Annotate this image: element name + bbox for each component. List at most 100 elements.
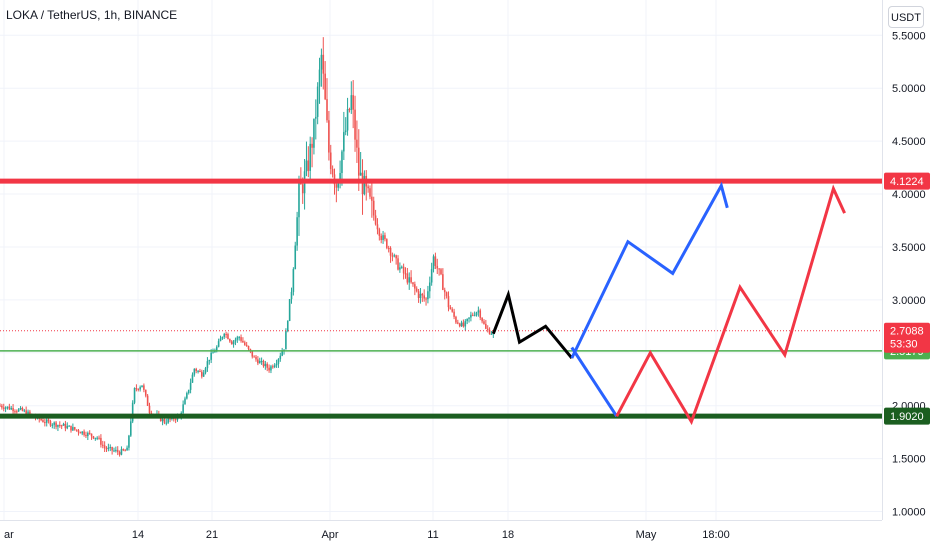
- candle-body: [124, 450, 126, 452]
- candle-body: [311, 143, 313, 148]
- candle-body: [115, 449, 117, 451]
- candle-body: [215, 346, 218, 352]
- candle-body: [318, 69, 321, 87]
- candle-body: [240, 337, 242, 341]
- candle-body: [64, 423, 67, 429]
- candle-body: [322, 54, 325, 74]
- candle-body: [369, 188, 371, 197]
- price-tick-label: 1.0000: [892, 507, 926, 519]
- candle-body: [229, 339, 231, 342]
- candle-body: [96, 437, 98, 439]
- candle-body: [309, 143, 311, 171]
- path_red-projection[interactable]: [615, 184, 846, 426]
- candle-body: [371, 196, 373, 201]
- candle-body: [98, 437, 100, 439]
- candle-body: [447, 296, 450, 308]
- time-tick-label: 18:00: [702, 529, 730, 541]
- candle-body: [81, 431, 84, 434]
- tradingview-logo-icon[interactable]: [882, 530, 896, 542]
- candle-body: [442, 274, 444, 290]
- candle-body: [214, 351, 216, 353]
- candle-body: [397, 258, 399, 270]
- candle-body: [253, 356, 255, 358]
- candle-body: [443, 289, 446, 293]
- path_black-projection[interactable]: [491, 289, 573, 360]
- candle-body: [294, 245, 297, 270]
- candle-body: [473, 315, 476, 317]
- time-tick-label: 18: [502, 529, 514, 541]
- candle-body: [313, 118, 315, 148]
- candle-body: [479, 310, 482, 318]
- candle-body: [430, 269, 433, 283]
- candle-body: [391, 255, 394, 257]
- candle-body: [219, 338, 222, 342]
- candle-body: [457, 322, 459, 324]
- candle-body: [148, 405, 151, 413]
- candle-body: [477, 310, 480, 313]
- candle-body: [242, 340, 244, 343]
- candle-body: [272, 366, 274, 368]
- candle-body: [206, 361, 209, 369]
- candle-body: [217, 341, 220, 347]
- candle-body: [72, 427, 74, 431]
- candle-body: [120, 449, 123, 455]
- candle-body: [301, 184, 304, 194]
- candle-body: [197, 370, 199, 372]
- candle-body: [42, 420, 44, 423]
- candle-body: [230, 341, 233, 345]
- candle-body: [40, 418, 42, 421]
- candle-body: [113, 450, 115, 452]
- candle-body: [88, 432, 91, 434]
- time-axis[interactable]: ar 14 21 Apr 11 18 May 18:00: [0, 520, 882, 542]
- candle-body: [402, 266, 405, 274]
- candle-body: [186, 393, 188, 399]
- candle-body: [393, 255, 396, 257]
- candle-body: [352, 95, 354, 110]
- path_blue-projection[interactable]: [570, 181, 729, 359]
- candle-body: [128, 435, 130, 448]
- projection-paths[interactable]: [491, 181, 846, 426]
- price-axis[interactable]: 1.00001.50002.00002.50003.00003.50004.00…: [882, 0, 932, 550]
- candle-body: [268, 367, 270, 371]
- candle-body: [105, 448, 108, 450]
- candle-body: [434, 256, 437, 266]
- candle-body: [427, 291, 429, 300]
- horizontal-price-lines[interactable]: [0, 178, 882, 419]
- candle-body: [281, 351, 283, 356]
- time-tick-label: May: [636, 529, 657, 541]
- candle-body: [111, 447, 113, 451]
- resistance-badge: [884, 172, 930, 190]
- candle-body: [257, 359, 259, 364]
- candle-body: [85, 434, 87, 437]
- candle-body: [223, 333, 226, 337]
- candle-body: [116, 449, 119, 453]
- candle-body: [161, 419, 164, 422]
- candle-body: [201, 371, 203, 377]
- candle-body: [251, 351, 254, 357]
- candle-body: [45, 419, 48, 423]
- candle-body: [2, 407, 5, 409]
- candle-body: [107, 447, 110, 450]
- candle-body: [423, 295, 425, 299]
- candle-body: [55, 422, 57, 427]
- currency-unit-button[interactable]: USDT: [888, 6, 924, 28]
- candle-body: [6, 406, 9, 408]
- candle-body: [109, 447, 112, 449]
- candle-body: [66, 426, 69, 429]
- candle-body: [245, 344, 248, 347]
- candle-body: [357, 147, 360, 176]
- candle-body: [386, 239, 388, 248]
- candle-body: [414, 284, 416, 289]
- candle-body: [486, 328, 489, 330]
- path_blue-projection[interactable]: [570, 346, 618, 418]
- candle-body: [258, 360, 261, 364]
- candle-body: [130, 421, 132, 436]
- candle-body: [292, 269, 295, 292]
- symbol-title: LOKA / TetherUS, 1h, BINANCE: [6, 8, 178, 22]
- support_strong-badge: [884, 407, 930, 425]
- candle-body: [79, 432, 82, 434]
- candle-body: [490, 333, 493, 335]
- candle-body: [471, 314, 474, 316]
